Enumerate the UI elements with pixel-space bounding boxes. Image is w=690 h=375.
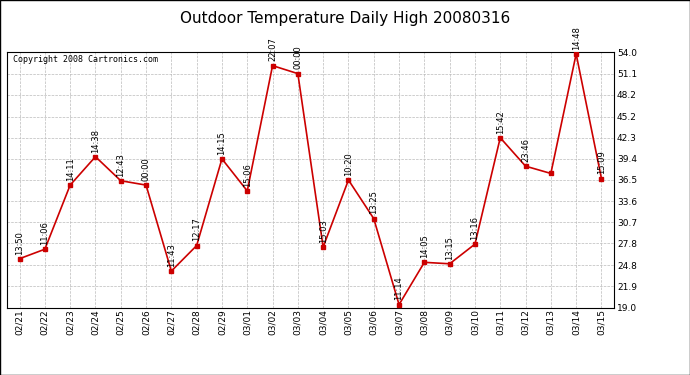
Text: 13:15: 13:15 (445, 236, 454, 260)
Text: 11:06: 11:06 (40, 221, 50, 245)
Text: 14:11: 14:11 (66, 157, 75, 181)
Text: 14:05: 14:05 (420, 234, 429, 258)
Text: 13:25: 13:25 (369, 190, 378, 214)
Text: 13:16: 13:16 (471, 216, 480, 240)
Text: 15:09: 15:09 (597, 151, 606, 174)
Text: Outdoor Temperature Daily High 20080316: Outdoor Temperature Daily High 20080316 (180, 11, 510, 26)
Text: 15:03: 15:03 (319, 219, 328, 243)
Text: Copyright 2008 Cartronics.com: Copyright 2008 Cartronics.com (13, 55, 158, 64)
Text: 00:00: 00:00 (293, 46, 302, 69)
Text: 14:15: 14:15 (217, 131, 226, 155)
Text: 23:46: 23:46 (521, 138, 530, 162)
Text: 15:06: 15:06 (243, 163, 252, 187)
Text: 12:43: 12:43 (116, 153, 126, 177)
Text: 00:00: 00:00 (141, 157, 150, 181)
Text: 22:07: 22:07 (268, 38, 277, 62)
Text: 14:38: 14:38 (91, 129, 100, 153)
Text: 12:17: 12:17 (192, 217, 201, 242)
Text: 11:43: 11:43 (167, 243, 176, 267)
Text: 11:14: 11:14 (395, 277, 404, 300)
Text: 14:48: 14:48 (571, 26, 581, 50)
Text: 15:42: 15:42 (495, 110, 505, 134)
Text: 13:50: 13:50 (15, 231, 24, 255)
Text: 10:20: 10:20 (344, 152, 353, 176)
